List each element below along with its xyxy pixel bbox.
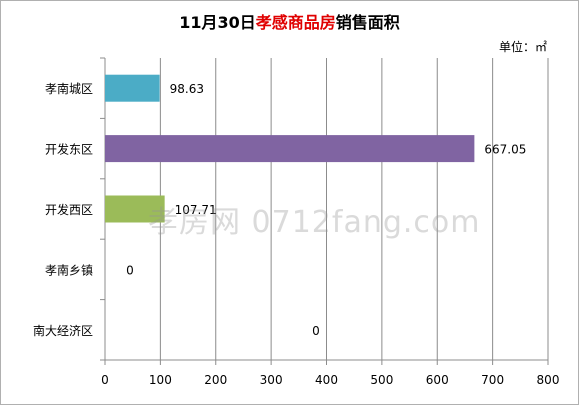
- x-tick-label: 0: [101, 373, 109, 387]
- x-tick-label: 300: [260, 373, 283, 387]
- category-label: 孝南城区: [45, 81, 93, 96]
- bar: [105, 135, 475, 163]
- x-tick-label: 500: [370, 373, 393, 387]
- data-label: 0: [126, 263, 134, 277]
- x-tick-label: 100: [149, 373, 172, 387]
- unit-label: 单位：㎡: [498, 40, 547, 54]
- x-tick-label: 600: [426, 373, 449, 387]
- category-label: 孝南乡镇: [45, 262, 93, 277]
- category-label: 开发东区: [45, 142, 93, 157]
- chart-title-suffix: 销售面积: [335, 13, 400, 32]
- x-tick-label: 200: [204, 373, 227, 387]
- chart-title-date: 11月30日: [179, 13, 256, 32]
- category-label: 南大经济区: [33, 323, 93, 338]
- data-label: 0: [312, 324, 320, 338]
- x-tick-label: 700: [481, 373, 504, 387]
- data-label: 107.71: [175, 203, 217, 217]
- chart-title-accent: 孝感商品房: [255, 13, 336, 32]
- x-tick-label: 800: [537, 373, 560, 387]
- data-label: 98.63: [170, 82, 204, 96]
- bar: [105, 195, 165, 223]
- chart-title: 11月30日孝感商品房销售面积: [0, 9, 579, 33]
- watermark: 孝房网 0712fang.com: [148, 205, 481, 240]
- x-tick-label: 400: [315, 373, 338, 387]
- category-label: 开发西区: [45, 202, 93, 217]
- data-label: 667.05: [484, 143, 526, 157]
- bar: [105, 74, 160, 102]
